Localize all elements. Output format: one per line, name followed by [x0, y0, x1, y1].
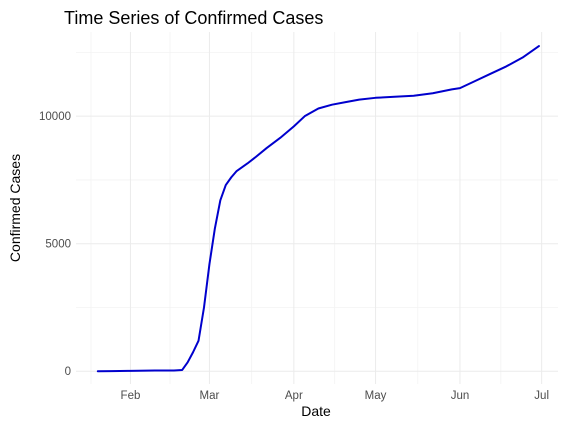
data-point — [219, 199, 221, 201]
data-point — [255, 156, 257, 158]
data-point — [331, 104, 333, 106]
data-point — [110, 370, 113, 372]
data-point — [394, 96, 396, 98]
series-line — [96, 45, 540, 373]
data-point — [304, 115, 306, 117]
data-point — [129, 370, 132, 372]
chart-title: Time Series of Confirmed Cases — [64, 8, 323, 28]
data-point — [241, 166, 243, 168]
x-tick-label: Feb — [121, 390, 141, 402]
data-point — [203, 306, 205, 309]
data-point — [154, 369, 156, 372]
data-point — [413, 95, 415, 97]
data-point — [505, 65, 507, 68]
data-point — [538, 45, 540, 47]
series-layer — [96, 45, 540, 373]
data-point — [489, 73, 491, 75]
data-point — [246, 162, 249, 164]
data-point — [230, 176, 232, 178]
x-axis-title: Date — [301, 403, 331, 419]
data-point — [197, 340, 200, 342]
data-point — [192, 351, 194, 353]
data-point — [317, 107, 319, 110]
data-point — [432, 92, 434, 94]
data-point — [181, 369, 183, 371]
data-point — [344, 101, 347, 103]
gridlines — [76, 32, 558, 384]
x-tick-label: Jul — [534, 390, 549, 402]
data-point — [225, 184, 227, 186]
data-point — [279, 137, 281, 139]
data-point — [97, 370, 99, 372]
x-tick-label: Mar — [200, 390, 220, 402]
data-point — [208, 263, 211, 265]
y-axis-title: Confirmed Cases — [7, 154, 23, 262]
data-point — [173, 369, 175, 372]
x-tick-label: Apr — [285, 390, 303, 402]
y-tick-label: 0 — [65, 366, 71, 378]
data-point — [187, 361, 189, 363]
y-tick-label: 5000 — [45, 239, 71, 251]
data-point — [459, 87, 461, 89]
data-point — [214, 227, 216, 230]
x-tick-label: May — [365, 390, 387, 402]
x-axis-ticks: Feb Mar Apr May Jun Jul — [121, 390, 549, 402]
data-point — [293, 125, 295, 127]
y-axis-ticks: 0 5000 10000 — [39, 111, 71, 378]
data-point — [521, 56, 524, 59]
data-point — [374, 97, 377, 99]
data-point — [451, 88, 453, 90]
data-point — [472, 81, 475, 83]
data-point — [266, 147, 268, 149]
x-tick-label: Jun — [451, 390, 470, 402]
data-point — [236, 170, 238, 172]
y-tick-label: 10000 — [39, 111, 71, 123]
data-point — [358, 98, 360, 101]
